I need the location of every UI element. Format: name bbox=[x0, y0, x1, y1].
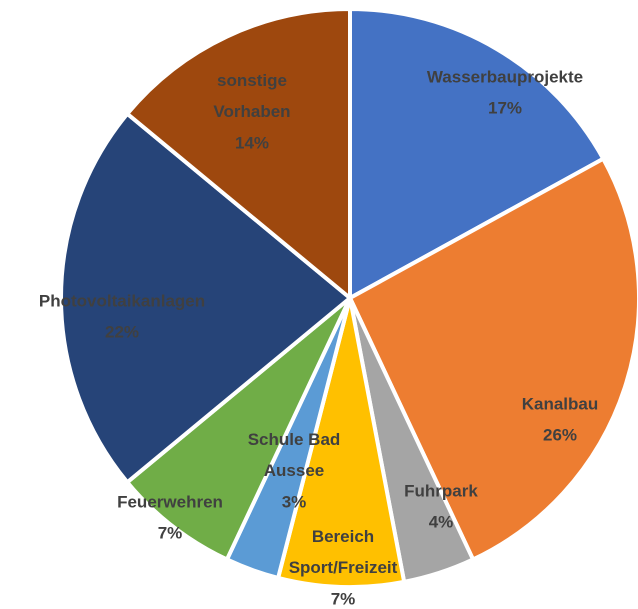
slice-value-label: 22% bbox=[105, 322, 139, 341]
slice-label: Kanalbau bbox=[522, 394, 599, 413]
slice-label: Fuhrpark bbox=[404, 481, 478, 500]
pie-slice bbox=[59, 111, 352, 485]
pie-slice bbox=[276, 296, 407, 589]
slice-label: Wasserbauprojekte bbox=[427, 67, 583, 86]
slice-value-label: 4% bbox=[429, 512, 454, 531]
slice-value-label: 14% bbox=[235, 133, 269, 152]
slice-value-label: 17% bbox=[488, 98, 522, 117]
slice-label: Photovoltaikanlagen bbox=[39, 291, 205, 310]
slice-label: sonstige Vorhaben bbox=[213, 71, 290, 121]
pie-slice bbox=[348, 7, 606, 300]
slice-label: Schule Bad Aussee bbox=[248, 430, 341, 480]
slice-value-label: 7% bbox=[331, 589, 356, 608]
slice-label: Bereich Sport/Freizeit bbox=[289, 527, 398, 577]
slice-value-label: 7% bbox=[158, 523, 183, 542]
slice-value-label: 3% bbox=[282, 492, 307, 511]
pie-slice bbox=[125, 296, 352, 562]
slice-value-label: 26% bbox=[543, 425, 577, 444]
pie-slice bbox=[348, 156, 638, 562]
pie-slice bbox=[125, 7, 352, 300]
slice-label: Feuerwehren bbox=[117, 492, 223, 511]
